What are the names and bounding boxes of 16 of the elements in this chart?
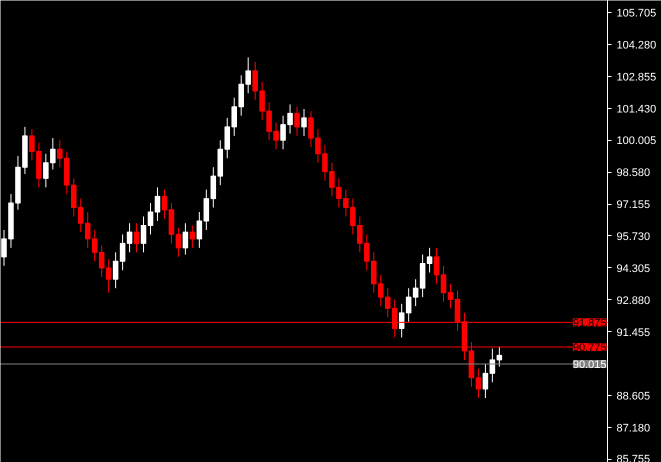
y-tick-label: 91.455 <box>616 326 650 339</box>
ref-line-label: 91.875 <box>572 317 607 330</box>
y-tick-label: 102.855 <box>616 71 656 84</box>
y-tick-label: 101.430 <box>616 103 656 116</box>
ref-line-label: 90.015 <box>572 359 607 372</box>
y-tick-label: 105.705 <box>616 7 656 20</box>
y-tick-label: 97.155 <box>616 199 650 212</box>
y-tick-label: 100.005 <box>616 135 656 148</box>
y-tick-label: 98.580 <box>616 167 650 180</box>
y-tick-label: 92.880 <box>616 294 650 307</box>
y-tick-label: 104.280 <box>616 39 656 52</box>
y-tick-label: 87.180 <box>616 422 650 435</box>
y-tick-label: 94.305 <box>616 262 650 275</box>
ref-line-label: 90.775 <box>572 342 607 354</box>
y-tick-label: 95.730 <box>616 230 650 243</box>
y-tick-label: 88.605 <box>616 390 650 403</box>
